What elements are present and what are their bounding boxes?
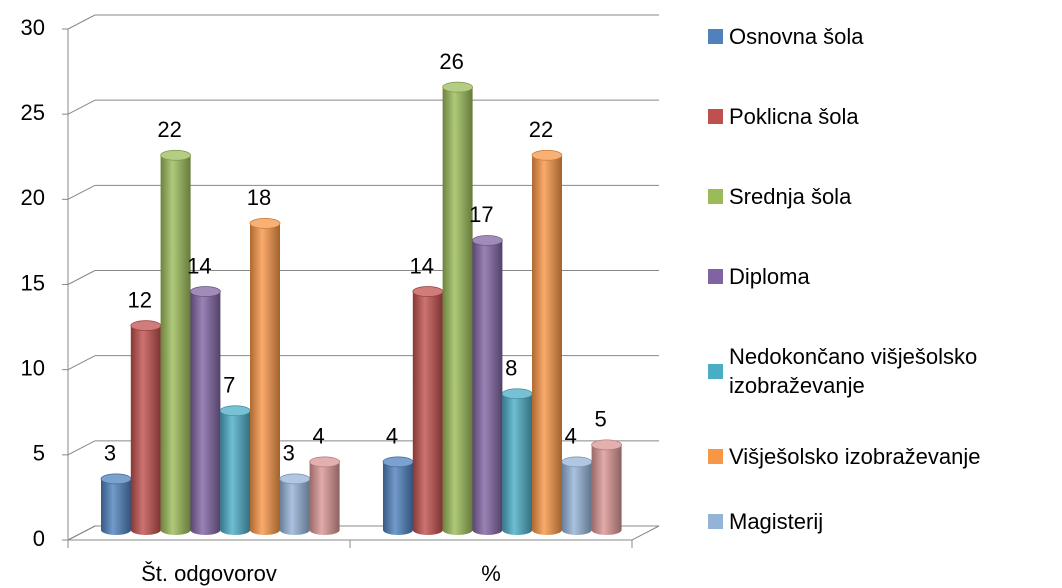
legend-item: Magisterij xyxy=(708,481,1060,561)
y-tick-label: 10 xyxy=(21,355,45,380)
bar-top xyxy=(100,473,132,485)
bar-top xyxy=(472,235,503,246)
grid-line xyxy=(67,270,96,285)
legend-label: Osnovna šola xyxy=(729,23,864,49)
data-label: 26 xyxy=(439,49,463,74)
bar xyxy=(250,223,280,535)
y-tick-label: 30 xyxy=(21,15,45,40)
bar-top xyxy=(561,456,593,468)
y-tick-label: 0 xyxy=(33,526,45,551)
data-label: 4 xyxy=(312,424,324,449)
data-label: 14 xyxy=(410,253,434,278)
legend-label: Poklicna šola xyxy=(729,103,859,129)
legend-label: Višješolsko izobraževanje xyxy=(729,443,981,469)
grid-line xyxy=(67,440,96,456)
data-label: 3 xyxy=(104,441,116,466)
grid-line xyxy=(67,14,96,30)
bar-top xyxy=(531,149,563,161)
data-label: 5 xyxy=(594,407,606,432)
legend-item: Srednja šola xyxy=(708,156,1060,236)
y-tick-label: 5 xyxy=(33,441,45,466)
legend-swatch xyxy=(708,188,723,204)
legend-swatch xyxy=(708,28,723,44)
bar xyxy=(561,461,592,535)
grid-line xyxy=(67,184,96,200)
data-label: 17 xyxy=(469,202,493,227)
legend-item: Diploma xyxy=(708,236,1060,316)
data-label: 18 xyxy=(247,185,271,210)
legend-item: Višješolsko izobraževanje xyxy=(708,416,1060,496)
bar-top xyxy=(219,405,251,417)
data-label: 4 xyxy=(386,424,398,449)
bar-top xyxy=(501,388,533,400)
legend-label: Nedokončano višješolsko izobraževanje xyxy=(729,344,978,398)
x-tick-label: % xyxy=(481,561,501,586)
bar xyxy=(472,240,503,535)
bar-top xyxy=(249,218,281,229)
data-label: 12 xyxy=(128,287,152,312)
legend-label: Magisterij xyxy=(729,508,824,534)
data-label: 7 xyxy=(223,373,235,398)
legend-label: Diploma xyxy=(729,263,810,289)
legend-swatch xyxy=(708,513,723,529)
data-label: 8 xyxy=(505,356,517,381)
data-label: 4 xyxy=(565,424,577,449)
bar xyxy=(130,325,161,535)
x-tick-label: Št. odgovorov xyxy=(141,561,277,586)
bar-top xyxy=(130,320,162,331)
data-label: 3 xyxy=(283,441,295,466)
legend-swatch xyxy=(708,363,723,379)
data-label: 22 xyxy=(157,117,181,142)
data-label: 22 xyxy=(529,117,553,142)
y-tick-label: 20 xyxy=(21,185,45,210)
bar xyxy=(309,461,340,535)
y-tick-label: 25 xyxy=(21,100,45,125)
legend-item: Nedokončano višješolsko izobraževanje xyxy=(708,331,1060,411)
bar-top xyxy=(190,286,221,297)
bar xyxy=(442,87,473,535)
bar xyxy=(220,410,251,535)
bar xyxy=(279,478,310,535)
bar xyxy=(532,155,562,535)
grid-line xyxy=(67,525,96,541)
legend-item: Poklicna šola xyxy=(708,76,1060,156)
bar-top xyxy=(412,286,444,297)
bar-top xyxy=(382,456,414,468)
grid-line xyxy=(67,99,96,115)
bar xyxy=(190,291,221,535)
bar-top xyxy=(279,473,311,485)
grid-line xyxy=(67,355,96,371)
legend-item: Osnovna šola xyxy=(708,0,1060,76)
bar-top xyxy=(442,81,473,93)
legend-swatch xyxy=(708,448,723,464)
bar xyxy=(101,478,131,535)
bar xyxy=(591,444,622,535)
y-tick-label: 15 xyxy=(21,270,45,295)
bar-top xyxy=(160,149,191,161)
bar-top xyxy=(309,456,340,468)
legend-swatch xyxy=(708,108,723,124)
bar xyxy=(383,461,413,535)
legend-label: Srednja šola xyxy=(729,183,852,209)
bar xyxy=(160,155,191,535)
bar-top xyxy=(591,439,622,451)
bar xyxy=(502,393,533,535)
legend-swatch xyxy=(708,268,723,284)
data-label: 14 xyxy=(187,253,211,278)
bar xyxy=(412,291,443,535)
